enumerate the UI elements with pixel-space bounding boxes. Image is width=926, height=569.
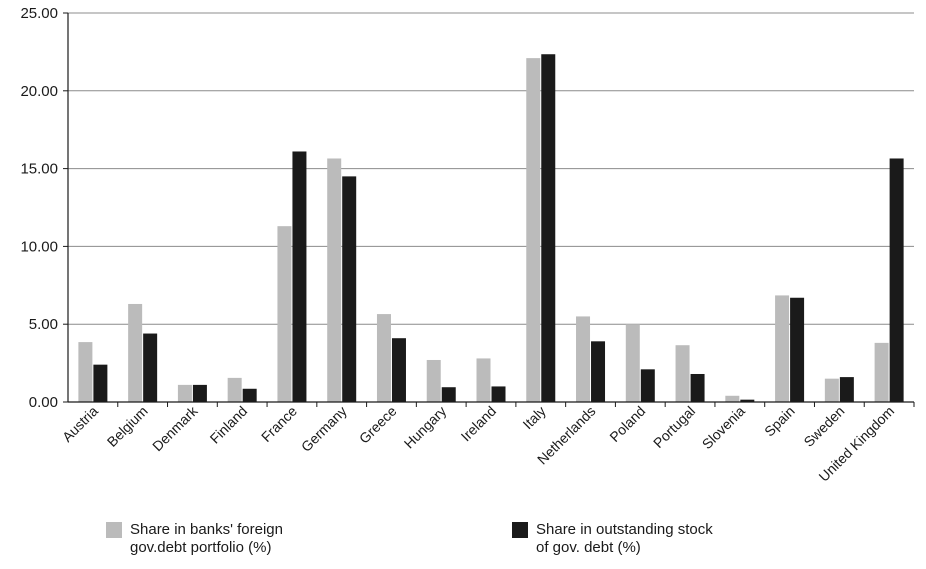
y-tick-label: 10.00: [20, 238, 58, 255]
bar-banks-share: [426, 359, 441, 402]
x-tick-label: Ireland: [458, 403, 500, 445]
x-tick-label: Belgium: [104, 403, 151, 450]
bar-banks-share: [376, 314, 391, 402]
x-tick-label: Italy: [519, 403, 548, 432]
bar-outstanding-share: [591, 341, 606, 402]
bar-outstanding-share: [839, 377, 854, 402]
bar-outstanding-share: [491, 386, 506, 402]
bar-outstanding-share: [740, 399, 755, 402]
x-tick-label: Finland: [207, 403, 251, 447]
gridlines: [68, 12, 914, 325]
x-tick-label: Denmark: [149, 402, 201, 454]
x-tick-label: Austria: [59, 403, 101, 445]
bar-banks-share: [526, 58, 541, 403]
y-tick-label: 15.00: [20, 161, 58, 178]
bar-outstanding-share: [441, 387, 456, 402]
bar-outstanding-share: [292, 151, 307, 402]
bar-outstanding-share: [640, 369, 655, 402]
y-tick-label: 20.00: [20, 83, 58, 100]
x-tick-label: Spain: [761, 403, 798, 440]
bar-banks-share: [78, 342, 93, 402]
bar-banks-share: [824, 378, 839, 402]
bar-banks-share: [874, 342, 889, 402]
bar-outstanding-share: [790, 297, 805, 402]
legend-label: Share in banks' foreign gov.debt portfol…: [130, 521, 283, 556]
x-tick-label: Germany: [298, 403, 350, 455]
bar-outstanding-share: [690, 373, 705, 402]
x-tick-label: France: [258, 403, 300, 445]
y-tick-label: 0.00: [29, 394, 58, 411]
x-tick-label: Slovenia: [699, 403, 748, 452]
bar-outstanding-share: [391, 338, 406, 402]
bar-banks-share: [725, 395, 740, 402]
legend-swatch-gray: [106, 522, 122, 538]
legend-item-banks-share: Share in banks' foreign gov.debt portfol…: [106, 521, 315, 557]
bar-outstanding-share: [192, 384, 207, 402]
bar-outstanding-share: [889, 158, 904, 402]
x-tick-label: Poland: [606, 403, 648, 445]
bar-banks-share: [476, 358, 491, 402]
bar-banks-share: [775, 295, 790, 402]
bar-banks-share: [277, 226, 292, 402]
bar-outstanding-share: [93, 364, 108, 402]
y-tick-label: 5.00: [29, 316, 58, 333]
bar-banks-share: [177, 384, 192, 402]
legend-item-outstanding-share: Share in outstanding stock of gov. debt …: [512, 521, 721, 557]
bar-banks-share: [625, 324, 640, 402]
bar-banks-share: [675, 345, 690, 402]
x-tick-label: Sweden: [800, 403, 847, 450]
bar-banks-share: [227, 377, 242, 402]
legend-swatch-black: [512, 522, 528, 538]
axes: [67, 13, 915, 407]
x-tick-label: Greece: [356, 403, 400, 447]
bar-outstanding-share: [541, 54, 556, 402]
bars: [78, 54, 904, 403]
bar-outstanding-share: [143, 333, 158, 402]
bar-banks-share: [327, 158, 342, 402]
bar-banks-share: [576, 316, 591, 402]
x-tick-label: Portugal: [650, 403, 698, 451]
x-tick-label: Hungary: [401, 403, 450, 452]
y-axis-ticks: 0.00 5.00 10.00 15.00 20.00 25.00: [20, 5, 68, 411]
y-tick-label: 25.00: [20, 5, 58, 22]
legend-label: Share in outstanding stock of gov. debt …: [536, 521, 713, 556]
bar-outstanding-share: [242, 388, 257, 402]
bar-banks-share: [128, 303, 143, 402]
bar-outstanding-share: [342, 176, 357, 402]
